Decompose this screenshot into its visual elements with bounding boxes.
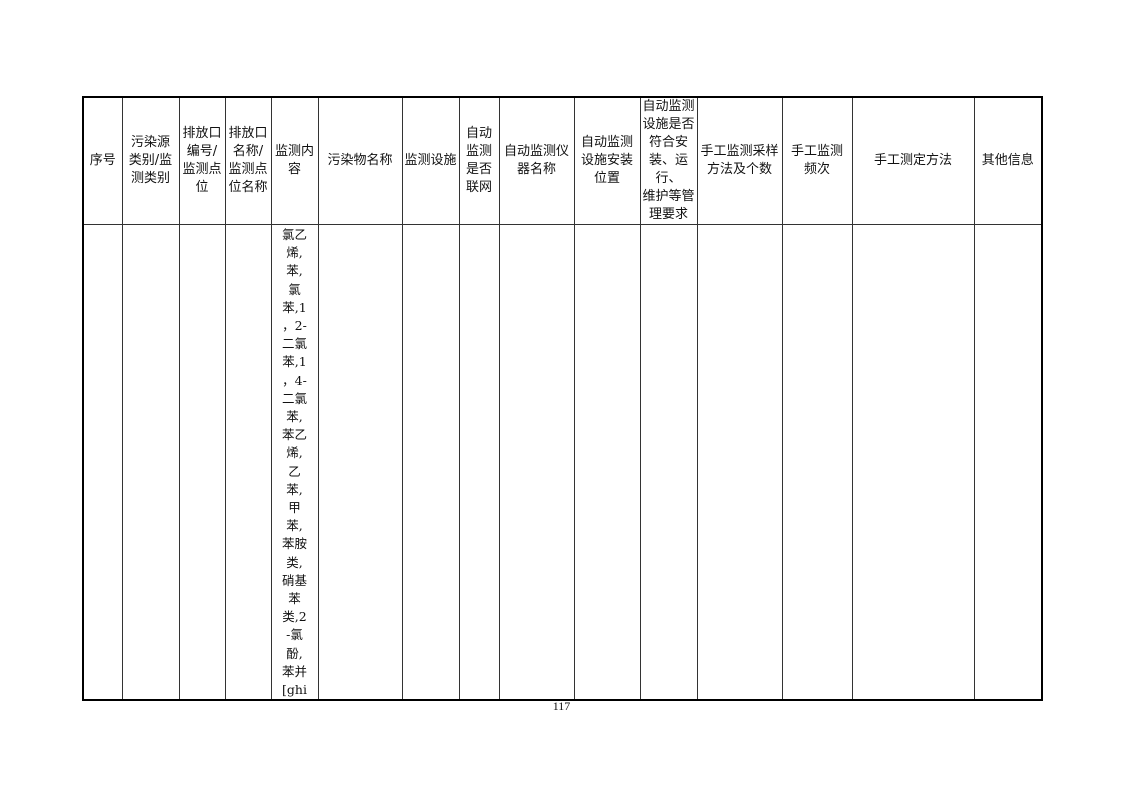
monitoring-content-line: 氯: [288, 281, 301, 297]
table-cell: [458, 224, 500, 701]
header-line: 维护等管: [642, 189, 695, 204]
header-line: 装、运行、: [648, 153, 688, 186]
column-header: 污染源类别/监测类别: [121, 96, 180, 225]
header-line: 自动: [465, 126, 492, 141]
header-line: 容: [287, 162, 301, 177]
table-cell: [498, 224, 575, 701]
monitoring-content-line: 苯: [288, 591, 301, 607]
header-line: 设施是否: [642, 117, 695, 132]
header-line: 其他信息: [981, 153, 1034, 168]
table-cell: [121, 224, 180, 701]
header-line: 位: [195, 180, 209, 195]
header-line: 名称/: [232, 144, 264, 159]
monitoring-content-line: 苯,: [286, 481, 303, 497]
table-cell: [573, 224, 641, 701]
table-cell: [781, 224, 853, 701]
header-line: 测类别: [130, 171, 170, 186]
table-row: 氯乙 烯, 苯, 氯苯,1 ，2- 二氯 苯,1 ，4- 二氯 苯, 苯乙 烯, 乙苯, 甲苯, 苯胺 类, 硝…: [82, 224, 1043, 701]
header-line: 方法及个数: [706, 162, 772, 177]
header-line: 位名称: [228, 180, 268, 195]
table-cell: 氯乙 烯, 苯, 氯苯,1 ，2- 二氯 苯,1 ，4- 二氯 苯, 苯乙 烯, 乙苯, 甲苯, 苯胺 类, 硝…: [270, 224, 319, 701]
header-line: 符合安: [648, 135, 688, 150]
monitoring-content-line: 甲: [288, 500, 301, 516]
table-cell: [639, 224, 698, 701]
header-line: 设施安装: [580, 153, 633, 168]
monitoring-content-line: ，2-: [282, 318, 307, 334]
monitoring-content-line: 苯,: [286, 263, 303, 279]
monitoring-content-line: 烯,: [286, 245, 303, 261]
column-header: 自动监测仪 器名称: [498, 96, 575, 225]
table-header-row: 序号 污染源 类别/监 测类别 排放口 编号/监测点位排放口 名称/监测点 位名称 监测内容污染…: [82, 96, 1043, 225]
header-line: 频次: [803, 162, 830, 177]
column-header: 污染物名称: [317, 96, 403, 225]
column-header: 自动监测设施安装位置: [573, 96, 641, 225]
header-line: 监测设施: [404, 153, 457, 168]
monitoring-content-line: 硝基: [281, 572, 307, 588]
monitoring-table: 序号 污染源 类别/监 测类别 排放口 编号/监测点位排放口 名称/监测点 位名称 监测内容污染…: [82, 96, 1043, 702]
header-line: 手工监测: [790, 144, 843, 159]
column-header: 排放口编号/监测点位: [178, 96, 226, 225]
header-line: 序号: [89, 153, 116, 168]
column-header: 序号: [82, 96, 123, 225]
table-cell: [696, 224, 783, 701]
header-line: 位置: [593, 171, 620, 186]
page-number: 117: [552, 699, 571, 713]
table-cell: [973, 224, 1043, 701]
monitoring-content-line: 类,2: [282, 609, 307, 625]
column-header: 其他信息: [973, 96, 1043, 225]
header-line: 自动监测仪: [503, 144, 569, 159]
monitoring-content-line: 氯乙: [281, 227, 307, 242]
header-line: 自动监测: [642, 99, 695, 114]
monitoring-content-line: [ghi: [282, 682, 307, 698]
header-line: 是否: [465, 162, 492, 177]
monitoring-content-line: 类,: [286, 554, 303, 570]
header-line: 类别/监: [128, 153, 173, 168]
column-header: 自动 监测 是否 联网: [458, 96, 500, 225]
monitoring-content-line: 二氯: [281, 390, 307, 406]
header-line: 排放口: [228, 126, 268, 141]
column-header: 监测内容: [270, 96, 319, 225]
column-header: 手工测定方法: [851, 96, 975, 225]
monitoring-content-line: 酚,: [286, 645, 303, 661]
column-header: 手工监测 频次: [781, 96, 853, 225]
monitoring-content-line: 苯,: [286, 518, 303, 534]
header-line: 手工测定方法: [873, 153, 952, 168]
header-line: 编号/: [186, 144, 218, 159]
monitoring-content-line: 二氯: [281, 336, 307, 352]
table-cell: [178, 224, 226, 701]
header-line: 器名称: [516, 162, 556, 177]
header-line: 手工监测采样: [700, 144, 779, 159]
column-header: 排放口名称/监测点位名称: [224, 96, 272, 225]
header-line: 自动监测: [580, 135, 633, 150]
column-header: 自动监测设施是否符合安装、运行、维护等管理要求: [639, 96, 698, 225]
column-header: 手工监测采样 方法及个数: [696, 96, 783, 225]
monitoring-content-line: 苯胺: [281, 536, 307, 552]
monitoring-content-line: 苯乙: [281, 427, 307, 443]
header-line: 排放口: [182, 126, 222, 141]
header-line: 理要求: [648, 207, 688, 222]
monitoring-content-line: 苯,1: [282, 354, 307, 370]
table-cell: [401, 224, 460, 701]
header-line: 联网: [465, 180, 492, 195]
header-line: 污染物名称: [327, 153, 393, 168]
column-header: 监测设施: [401, 96, 460, 225]
header-line: 监测点: [182, 162, 222, 177]
header-line: 污染源: [130, 135, 170, 150]
header-line: 监测内: [274, 144, 314, 159]
table-cell: [851, 224, 975, 701]
table-cell: [224, 224, 272, 701]
header-line: 监测: [465, 144, 492, 159]
monitoring-content-line: 苯,1: [282, 299, 307, 315]
monitoring-content-line: -氯: [286, 627, 303, 643]
monitoring-content-line: 乙: [288, 463, 301, 479]
monitoring-content-line: ，4-: [282, 372, 307, 388]
table-cell: [82, 224, 123, 701]
monitoring-content-line: 烯,: [286, 445, 303, 461]
monitoring-content-line: 苯并: [281, 663, 307, 679]
header-line: 监测点: [228, 162, 268, 177]
table-cell: [317, 224, 403, 701]
monitoring-content-line: 苯,: [286, 409, 303, 425]
